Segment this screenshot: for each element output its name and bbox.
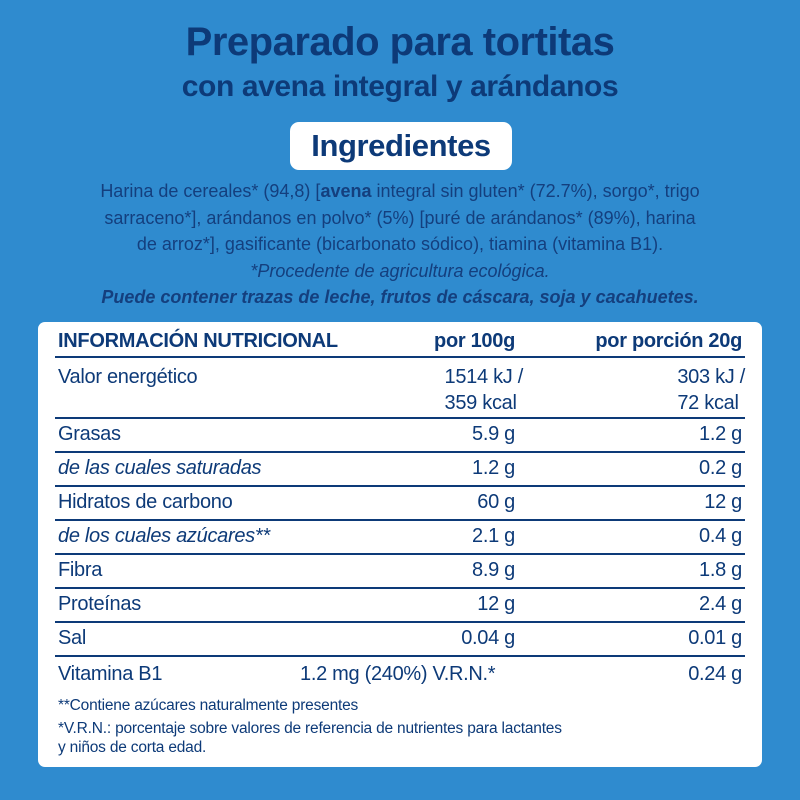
header-per100: por 100g [434,330,515,352]
ingredients-line: Harina de cereales* (94,8) [ [100,181,321,201]
row-label: Grasas [58,423,121,445]
row-label: Sal [58,627,87,649]
table-row: Grasas 5.9 g 1.2 g [55,423,745,453]
row-label: Proteínas [58,593,141,615]
energy-label: Valor energético [58,366,198,388]
nutrition-header-row: INFORMACIÓN NUTRICIONAL por 100g por por… [55,330,745,358]
row-label: Fibra [58,559,103,581]
header-portion: por porción 20g [595,330,742,352]
table-row: de los cuales azúcares** 2.1 g 0.4 g [55,525,745,555]
ingredients-heading: Ingredientes [290,122,512,170]
nutrition-panel: INFORMACIÓN NUTRICIONAL por 100g por por… [38,322,762,767]
energy-portion-kcal: 72 kcal [677,392,739,414]
row-label: Vitamina B1 [58,663,163,685]
row-portion: 0.4 g [699,525,742,547]
footnote-sugars: **Contiene azúcares naturalmente present… [58,697,359,714]
footnote-vrn: *V.R.N.: porcentaje sobre valores de ref… [58,720,562,737]
table-row: Sal 0.04 g 0.01 g [55,627,745,657]
header-label: INFORMACIÓN NUTRICIONAL [58,330,338,352]
ingredients-line: de arroz*], gasificante (bicarbonato sód… [136,234,664,254]
allergen-note: Puede contener trazas de leche, frutos d… [101,287,699,307]
row-portion: 0.01 g [688,627,742,649]
ingredients-line: integral sin gluten* (72.7%), sorgo*, tr… [371,181,700,201]
energy-per100: 1514 kJ / 359 kcal [444,364,524,416]
row-portion: 0.24 g [688,663,742,685]
table-row: Proteínas 12 g 2.4 g [55,593,745,623]
footnote-vrn-cont: y niños de corta edad. [58,739,207,756]
row-label: Hidratos de carbono [58,491,233,513]
row-portion: 12 g [704,491,742,513]
product-subtitle: con avena integral y arándanos [181,70,619,103]
ingredients-text: Harina de cereales* (94,8) [avena integr… [20,178,780,311]
vitamin-row: Vitamina B1 1.2 mg (240%) V.R.N.* 0.24 g [55,663,745,693]
product-title: Preparado para tortitas [185,20,615,64]
table-row: Fibra 8.9 g 1.8 g [55,559,745,589]
organic-note: *Procedente de agricultura ecológica. [250,260,550,281]
row-per100: 12 g [477,593,515,615]
row-label: de las cuales saturadas [58,457,262,479]
row-per100: 60 g [477,491,515,513]
row-per100: 8.9 g [472,559,515,581]
table-row: Hidratos de carbono 60 g 12 g [55,491,745,521]
row-per100: 1.2 mg (240%) V.R.N.* [300,663,496,685]
energy-portion-kj: 303 kJ / [677,366,745,388]
row-per100: 1.2 g [472,457,515,479]
row-portion: 2.4 g [699,593,742,615]
allergen-highlight: avena [320,181,372,201]
row-per100: 2.1 g [472,525,515,547]
table-row: de las cuales saturadas 1.2 g 0.2 g [55,457,745,487]
energy-per100-kj: 1514 kJ / [444,366,524,388]
row-portion: 0.2 g [699,457,742,479]
row-per100: 0.04 g [461,627,515,649]
row-portion: 1.2 g [699,423,742,445]
row-per100: 5.9 g [472,423,515,445]
energy-portion: 303 kJ / 72 kcal [677,364,745,416]
row-label: de los cuales azúcares** [58,525,270,547]
ingredients-line: sarraceno*], arándanos en polvo* (5%) [p… [104,207,696,228]
energy-per100-kcal: 359 kcal [444,392,517,414]
energy-row: Valor energético 1514 kJ / 359 kcal 303 k… [55,364,745,419]
row-portion: 1.8 g [699,559,742,581]
